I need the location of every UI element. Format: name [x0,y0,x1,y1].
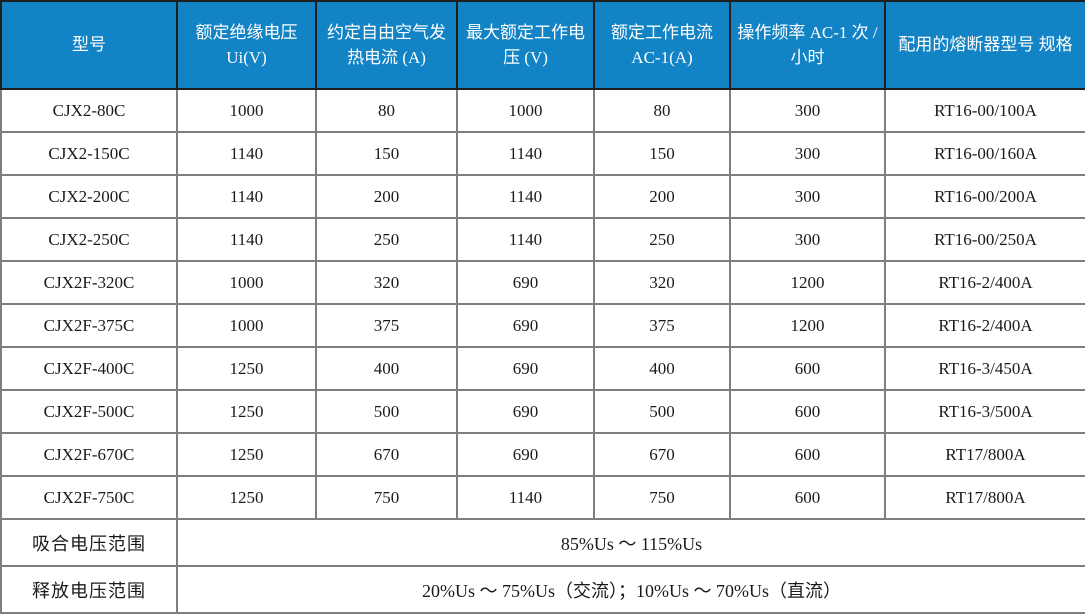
cell-operating-frequency: 300 [729,131,886,176]
cell-operating-frequency: 1200 [729,260,886,305]
table-row: CJX2F-320C 1000 320 690 320 1200 RT16-2/… [0,260,1085,305]
pickup-voltage-range-label: 吸合电压范围 [0,518,178,567]
cell-insulation-voltage: 1140 [176,131,317,176]
cell-thermal-current: 320 [315,260,458,305]
cell-max-working-voltage: 1140 [456,131,595,176]
header-fuse-type-spec: 配用的熔断器型号 规格 [884,0,1085,90]
cell-thermal-current: 150 [315,131,458,176]
cell-fuse-type: RT17/800A [884,475,1085,520]
cell-thermal-current: 250 [315,217,458,262]
cell-working-current: 80 [593,88,731,133]
cell-model: CJX2F-670C [0,432,178,477]
cell-model: CJX2F-375C [0,303,178,348]
header-model: 型号 [0,0,178,90]
cell-working-current: 375 [593,303,731,348]
cell-operating-frequency: 600 [729,389,886,434]
table-row: CJX2-250C 1140 250 1140 250 300 RT16-00/… [0,217,1085,262]
cell-model: CJX2F-750C [0,475,178,520]
cell-operating-frequency: 300 [729,174,886,219]
cell-model: CJX2-150C [0,131,178,176]
cell-working-current: 500 [593,389,731,434]
table-row: CJX2-150C 1140 150 1140 150 300 RT16-00/… [0,131,1085,176]
cell-model: CJX2-250C [0,217,178,262]
cell-working-current: 200 [593,174,731,219]
table-row: CJX2-200C 1140 200 1140 200 300 RT16-00/… [0,174,1085,219]
cell-max-working-voltage: 690 [456,303,595,348]
cell-max-working-voltage: 690 [456,432,595,477]
pickup-voltage-range-value: 85%Us ～ 115%Us [176,518,1085,567]
cell-fuse-type: RT16-2/400A [884,303,1085,348]
cell-max-working-voltage: 1000 [456,88,595,133]
cell-model: CJX2-200C [0,174,178,219]
cell-fuse-type: RT16-00/200A [884,174,1085,219]
cell-max-working-voltage: 1140 [456,475,595,520]
cell-operating-frequency: 600 [729,475,886,520]
release-voltage-range-value: 20%Us ～ 75%Us（交流）；10%Us ～ 70%Us（直流） [176,565,1085,614]
cell-insulation-voltage: 1140 [176,217,317,262]
cell-working-current: 750 [593,475,731,520]
header-operating-frequency: 操作频率 AC-1 次 / 小时 [729,0,886,90]
header-rated-working-current-ac1: 额定工作电流 AC-1(A) [593,0,731,90]
cell-working-current: 400 [593,346,731,391]
cell-thermal-current: 375 [315,303,458,348]
header-conventional-free-air-thermal-current: 约定自由空气发热电流 (A) [315,0,458,90]
cell-insulation-voltage: 1250 [176,432,317,477]
cell-insulation-voltage: 1000 [176,260,317,305]
cell-model: CJX2F-320C [0,260,178,305]
pickup-voltage-range-row: 吸合电压范围 85%Us ～ 115%Us [0,518,1085,567]
cell-insulation-voltage: 1250 [176,389,317,434]
cell-working-current: 670 [593,432,731,477]
cell-fuse-type: RT16-3/450A [884,346,1085,391]
cell-thermal-current: 500 [315,389,458,434]
cell-max-working-voltage: 1140 [456,217,595,262]
cell-model: CJX2F-500C [0,389,178,434]
cell-fuse-type: RT16-00/100A [884,88,1085,133]
cell-working-current: 320 [593,260,731,305]
table-row: CJX2-80C 1000 80 1000 80 300 RT16-00/100… [0,88,1085,133]
table-body: CJX2-80C 1000 80 1000 80 300 RT16-00/100… [0,88,1085,614]
table-header: 型号 额定绝缘电压 Ui(V) 约定自由空气发热电流 (A) 最大额定工作电压 … [0,0,1085,90]
cell-max-working-voltage: 690 [456,260,595,305]
cell-fuse-type: RT16-3/500A [884,389,1085,434]
cell-operating-frequency: 300 [729,88,886,133]
cell-thermal-current: 200 [315,174,458,219]
cell-insulation-voltage: 1140 [176,174,317,219]
cell-max-working-voltage: 1140 [456,174,595,219]
cell-model: CJX2F-400C [0,346,178,391]
cell-max-working-voltage: 690 [456,346,595,391]
cell-thermal-current: 750 [315,475,458,520]
header-max-rated-working-voltage: 最大额定工作电压 (V) [456,0,595,90]
cell-insulation-voltage: 1000 [176,88,317,133]
table-row: CJX2F-750C 1250 750 1140 750 600 RT17/80… [0,475,1085,520]
release-voltage-range-row: 释放电压范围 20%Us ～ 75%Us（交流）；10%Us ～ 70%Us（直… [0,565,1085,614]
cell-insulation-voltage: 1250 [176,346,317,391]
table-row: CJX2F-400C 1250 400 690 400 600 RT16-3/4… [0,346,1085,391]
cell-operating-frequency: 600 [729,432,886,477]
table-row: CJX2F-375C 1000 375 690 375 1200 RT16-2/… [0,303,1085,348]
cell-operating-frequency: 300 [729,217,886,262]
cell-thermal-current: 80 [315,88,458,133]
release-voltage-range-label: 释放电压范围 [0,565,178,614]
cell-fuse-type: RT16-00/160A [884,131,1085,176]
cell-thermal-current: 670 [315,432,458,477]
cell-fuse-type: RT16-2/400A [884,260,1085,305]
cell-working-current: 150 [593,131,731,176]
cell-insulation-voltage: 1000 [176,303,317,348]
cell-fuse-type: RT16-00/250A [884,217,1085,262]
cell-max-working-voltage: 690 [456,389,595,434]
table-row: CJX2F-670C 1250 670 690 670 600 RT17/800… [0,432,1085,477]
cell-fuse-type: RT17/800A [884,432,1085,477]
header-rated-insulation-voltage: 额定绝缘电压 Ui(V) [176,0,317,90]
cell-operating-frequency: 1200 [729,303,886,348]
cell-thermal-current: 400 [315,346,458,391]
cell-insulation-voltage: 1250 [176,475,317,520]
table-row: CJX2F-500C 1250 500 690 500 600 RT16-3/5… [0,389,1085,434]
header-row: 型号 额定绝缘电压 Ui(V) 约定自由空气发热电流 (A) 最大额定工作电压 … [0,0,1085,90]
cell-operating-frequency: 600 [729,346,886,391]
cell-working-current: 250 [593,217,731,262]
cell-model: CJX2-80C [0,88,178,133]
